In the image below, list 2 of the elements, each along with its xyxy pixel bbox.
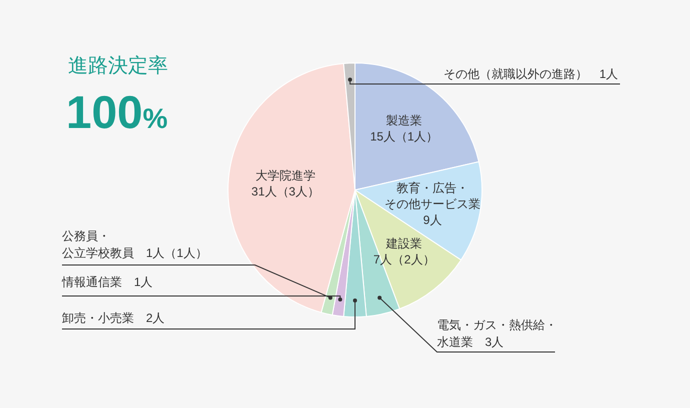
title: 進路決定率 xyxy=(68,55,168,77)
subtitle: 100% xyxy=(66,86,168,138)
